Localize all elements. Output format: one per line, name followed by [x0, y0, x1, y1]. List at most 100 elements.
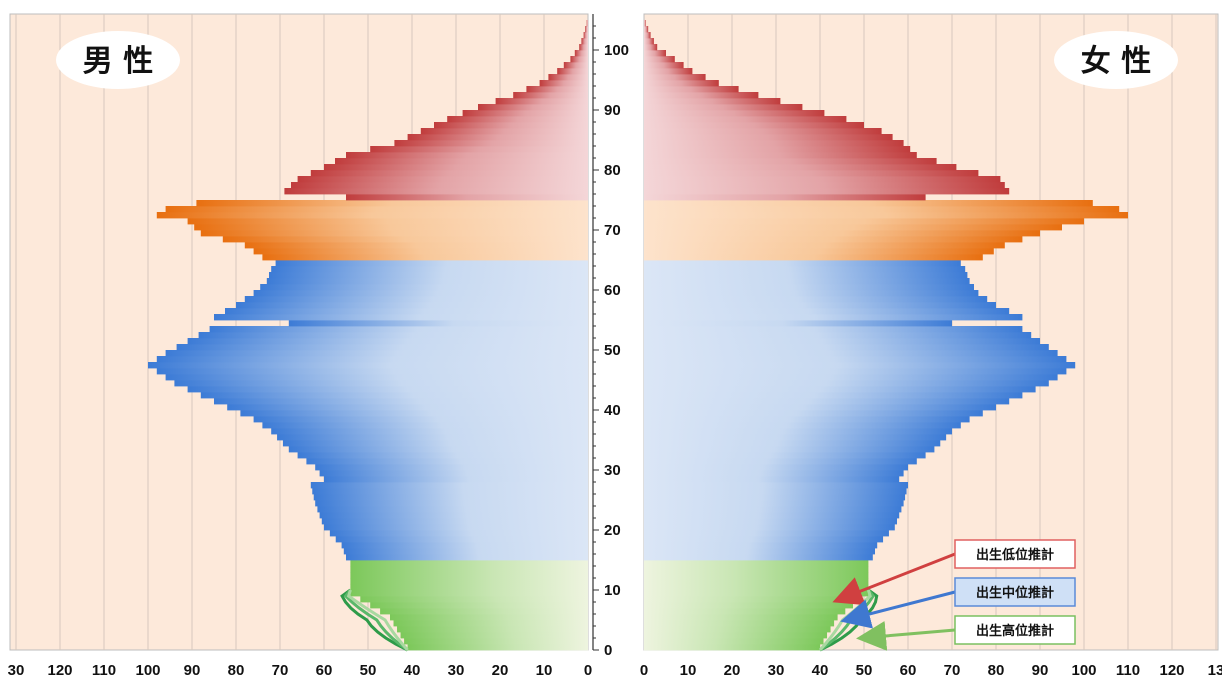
male-bar-age-55 — [214, 314, 588, 321]
female-bar-age-90 — [644, 104, 803, 111]
female-bar-age-54 — [644, 320, 952, 327]
female-bar-age-98 — [644, 56, 675, 63]
female-bar-age-41 — [644, 398, 1010, 405]
male-bar-age-52 — [198, 332, 588, 339]
female-bar-age-31 — [644, 458, 917, 465]
male-bar-age-51 — [187, 338, 588, 345]
male-bar-age-78 — [297, 176, 588, 183]
female-bar-age-74 — [644, 200, 1093, 207]
female-title-badge: 女 性 — [1054, 31, 1178, 89]
legend-label: 出生高位推計 — [976, 623, 1054, 639]
male-bar-age-73 — [165, 206, 588, 213]
x-tick-label-left: 50 — [360, 662, 377, 679]
male-bar-age-42 — [200, 392, 589, 399]
male-bar-age-74 — [196, 200, 588, 207]
male-bar-age-58 — [244, 296, 589, 303]
female-bar-age-20 — [644, 524, 895, 531]
male-bar-age-98 — [570, 56, 588, 63]
male-bar-age-21 — [321, 518, 588, 525]
x-tick-label-right: 50 — [856, 662, 873, 679]
female-bar-age-88 — [644, 116, 847, 123]
female-bar-age-103 — [644, 26, 649, 33]
female-bar-age-37 — [644, 422, 961, 429]
male-bar-age-27 — [310, 482, 588, 489]
female-bar-age-21 — [644, 518, 897, 525]
male-bar-age-1 — [404, 638, 588, 645]
legend-arrow — [832, 552, 956, 606]
x-tick-label-left: 90 — [184, 662, 201, 679]
female-bar-age-35 — [644, 434, 947, 441]
pyramid-bars — [148, 20, 1128, 652]
female-bar-age-52 — [644, 332, 1032, 339]
male-bar-age-84 — [394, 140, 588, 147]
y-tick-label: 30 — [604, 462, 621, 479]
female-bar-age-39 — [644, 410, 983, 417]
female-bar-age-87 — [644, 122, 864, 129]
legend-label: 出生中位推計 — [976, 585, 1054, 601]
x-tick-label-right: 120 — [1159, 662, 1184, 679]
female-bar-age-93 — [644, 86, 739, 93]
male-bar-age-23 — [317, 506, 588, 513]
male-bar-age-9 — [350, 590, 588, 597]
male-bar-age-68 — [222, 236, 589, 243]
female-bar-age-70 — [644, 224, 1062, 231]
female-bar-age-7 — [644, 602, 853, 609]
male-bar-age-75 — [346, 194, 588, 201]
x-tick-label-right: 20 — [724, 662, 741, 679]
male-bar-age-38 — [253, 416, 588, 423]
male-bar-age-61 — [266, 278, 588, 285]
female-bar-age-16 — [644, 548, 875, 555]
male-bar-age-24 — [315, 500, 588, 507]
x-tick-label-right: 60 — [900, 662, 917, 679]
male-bar-age-45 — [165, 374, 588, 381]
female-bar-age-22 — [644, 512, 900, 519]
male-bar-age-2 — [400, 632, 588, 639]
female-bar-age-34 — [644, 440, 941, 447]
male-bar-age-41 — [214, 398, 588, 405]
female-bar-age-72 — [644, 212, 1128, 219]
male-bar-age-93 — [526, 86, 588, 93]
female-bar-age-89 — [644, 110, 825, 117]
male-bar-age-64 — [275, 260, 588, 267]
male-bar-age-39 — [240, 410, 588, 417]
female-bar-age-65 — [644, 254, 983, 261]
male-bar-age-54 — [288, 320, 588, 327]
x-tick-label-left: 70 — [272, 662, 289, 679]
female-bar-age-9 — [644, 590, 869, 597]
female-bar-age-14 — [644, 560, 869, 567]
x-tick-label-right: 110 — [1116, 662, 1140, 679]
x-tick-label-right: 30 — [768, 662, 785, 679]
male-bar-age-59 — [253, 290, 588, 297]
y-tick-label: 70 — [604, 222, 621, 239]
male-bar-age-95 — [548, 74, 588, 81]
male-bar-age-18 — [335, 536, 588, 543]
male-bar-age-4 — [393, 620, 588, 627]
male-bar-age-88 — [447, 116, 588, 123]
male-bar-age-77 — [291, 182, 588, 189]
male-birth-scenario-1 — [343, 589, 409, 652]
male-bar-age-92 — [513, 92, 588, 99]
male-bar-age-100 — [579, 44, 588, 51]
x-tick-label-left: 0 — [584, 662, 592, 679]
male-bar-age-40 — [227, 404, 588, 411]
male-bar-age-13 — [350, 566, 588, 573]
x-tick-label-left: 120 — [47, 662, 72, 679]
male-bar-age-85 — [407, 134, 588, 141]
male-bar-age-12 — [350, 572, 588, 579]
male-birth-scenario-0 — [340, 588, 409, 652]
legend-arrow — [856, 620, 956, 651]
female-bar-age-12 — [644, 572, 869, 579]
female-bar-age-57 — [644, 302, 996, 309]
male-bar-age-103 — [585, 26, 588, 33]
female-bar-age-56 — [644, 308, 1010, 315]
female-bar-age-61 — [644, 278, 970, 285]
female-bar-age-51 — [644, 338, 1040, 345]
y-tick-label: 20 — [604, 522, 621, 539]
female-bar-age-101 — [644, 38, 654, 45]
female-bar-age-104 — [644, 20, 646, 27]
male-bar-age-26 — [312, 488, 588, 495]
male-bar-age-104 — [586, 20, 588, 27]
x-tick-label-left: 100 — [135, 662, 160, 679]
male-title: 男 性 — [83, 44, 153, 79]
